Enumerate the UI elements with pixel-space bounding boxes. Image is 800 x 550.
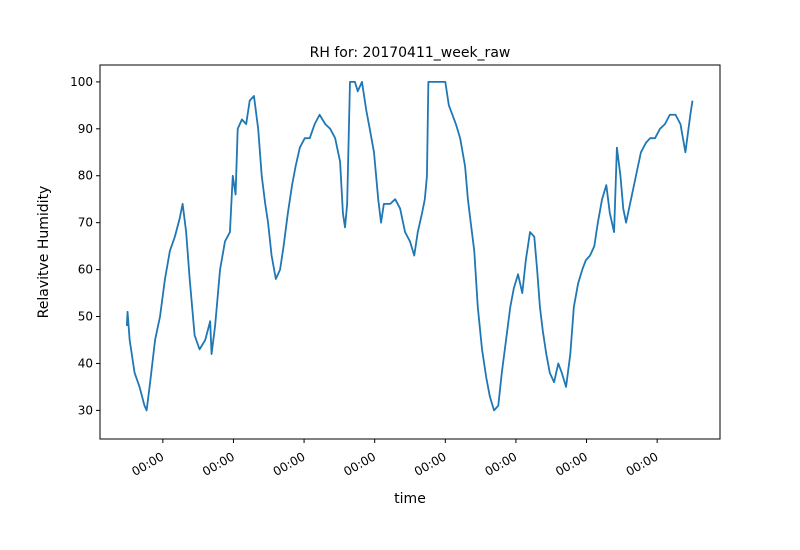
y-axis-label: Relavitve Humidity (36, 186, 52, 319)
chart-title: RH for: 20170411_week_raw (310, 45, 511, 61)
y-tick-label: 90 (78, 122, 93, 136)
plot-frame (99, 64, 721, 440)
y-tick-label: 100 (70, 75, 93, 89)
y-tick-label: 40 (78, 356, 93, 370)
y-tick-label: 80 (78, 169, 93, 183)
data-line (125, 80, 694, 412)
y-tick-label: 50 (78, 310, 93, 324)
y-tick-label: 30 (78, 403, 93, 417)
y-tick-label: 70 (78, 216, 93, 230)
y-tick-label: 60 (78, 263, 93, 277)
x-axis-label: time (394, 491, 426, 507)
